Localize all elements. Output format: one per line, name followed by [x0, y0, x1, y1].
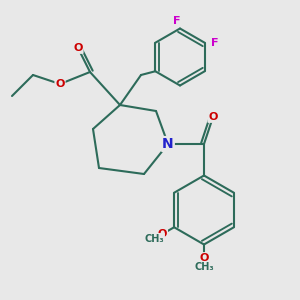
Text: N: N [162, 137, 174, 151]
Text: F: F [212, 38, 219, 48]
Text: F: F [173, 16, 181, 26]
Text: CH₃: CH₃ [194, 262, 214, 272]
Text: O: O [199, 253, 209, 263]
Text: O: O [55, 79, 65, 89]
Text: CH₃: CH₃ [145, 233, 164, 244]
Text: O: O [73, 43, 83, 53]
Text: O: O [208, 112, 218, 122]
Text: O: O [158, 229, 167, 239]
